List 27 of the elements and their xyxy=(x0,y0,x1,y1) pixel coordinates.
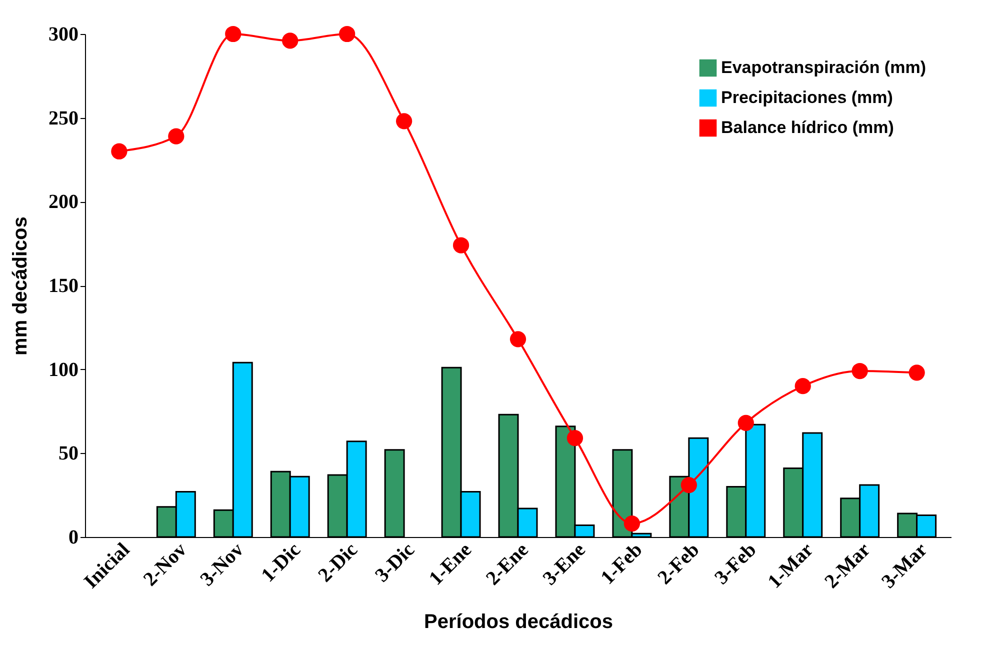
legend-label: Precipitaciones (mm) xyxy=(721,88,893,107)
y-tick-label: 300 xyxy=(48,24,78,46)
point xyxy=(566,430,584,446)
y-tick-label: 50 xyxy=(58,442,78,465)
point xyxy=(738,414,754,432)
point xyxy=(452,237,470,254)
point xyxy=(794,378,811,394)
point xyxy=(225,26,242,42)
point xyxy=(680,476,697,494)
point xyxy=(908,364,925,381)
y-tick-label: 150 xyxy=(48,275,78,297)
legend-label: Evapotranspiración (mm) xyxy=(721,58,926,77)
point xyxy=(282,32,298,49)
point xyxy=(168,128,184,144)
legend-label: Balance hídrico (mm) xyxy=(721,118,894,137)
y-tick-label: 0 xyxy=(68,526,78,548)
y-tick-label: 250 xyxy=(48,107,78,130)
y-tick-label: 200 xyxy=(48,191,78,214)
x-axis-title: Períodos decádicos xyxy=(424,611,613,634)
point xyxy=(339,26,356,42)
y-axis-title: mm decádicos xyxy=(10,216,32,356)
point xyxy=(624,516,640,532)
point xyxy=(510,331,526,348)
point xyxy=(852,362,868,380)
point xyxy=(111,143,128,160)
y-tick-label: 100 xyxy=(48,358,78,381)
point xyxy=(396,113,412,130)
